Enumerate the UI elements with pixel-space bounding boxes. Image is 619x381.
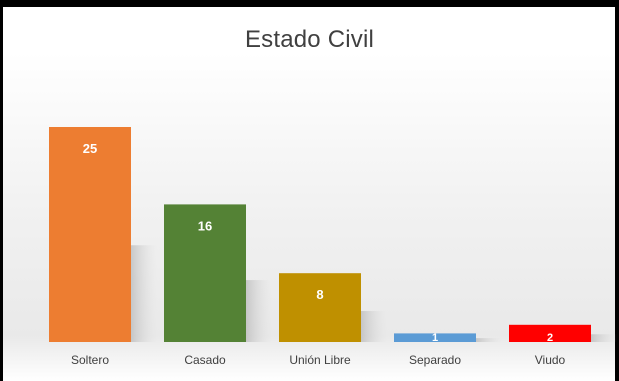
bar-shadow-uni-n-libre <box>361 311 387 342</box>
category-label-viudo: Viudo <box>535 353 566 367</box>
bar-separado <box>394 333 476 342</box>
value-label-casado: 16 <box>198 218 212 233</box>
category-label-casado: Casado <box>184 353 226 367</box>
value-label-viudo: 2 <box>547 332 553 344</box>
value-label-uni-n-libre: 8 <box>316 287 323 302</box>
bar-viudo <box>509 324 591 342</box>
bar-shadow-soltero <box>131 245 157 342</box>
bar-shadow-viudo <box>591 334 617 342</box>
value-label-soltero: 25 <box>83 141 97 156</box>
category-label-separado: Separado <box>409 353 461 367</box>
bar-soltero <box>49 127 131 342</box>
bar-shadow-separado <box>476 338 502 342</box>
bar-casado <box>164 204 246 342</box>
category-label-soltero: Soltero <box>71 353 109 367</box>
chart-title: Estado Civil <box>244 26 375 53</box>
value-label-separado: 1 <box>432 332 438 344</box>
category-label-uni-n-libre: Unión Libre <box>289 353 351 367</box>
bar-uni-n-libre <box>279 273 361 342</box>
bar-shadow-casado <box>246 280 272 342</box>
